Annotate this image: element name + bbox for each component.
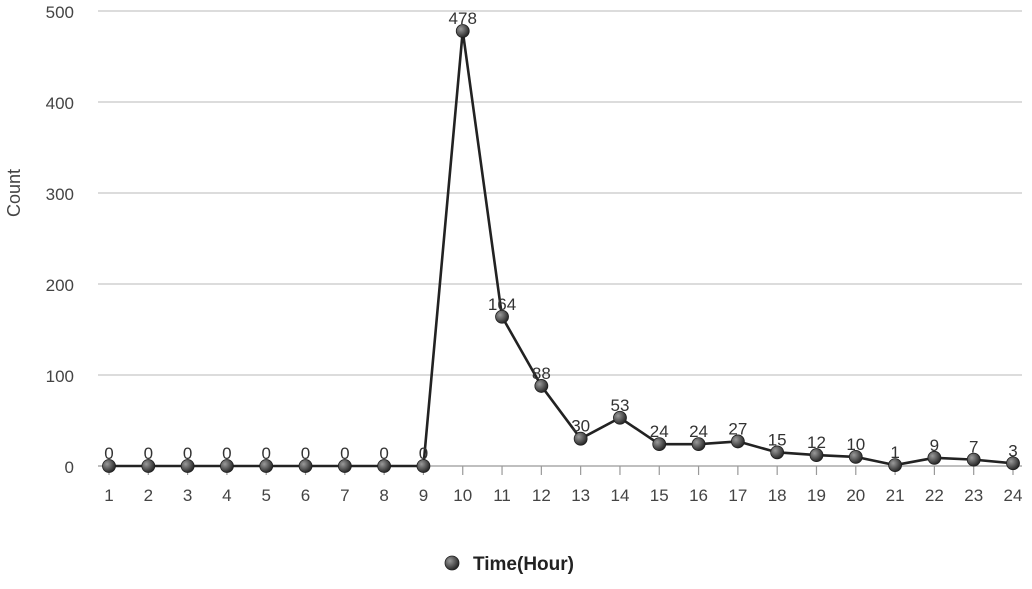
x-tick-label: 12 bbox=[532, 486, 551, 505]
data-label: 7 bbox=[969, 438, 978, 457]
x-tick-label: 19 bbox=[807, 486, 826, 505]
data-label: 1 bbox=[890, 443, 899, 462]
data-label: 10 bbox=[846, 435, 865, 454]
data-point[interactable] bbox=[652, 437, 667, 452]
data-label: 15 bbox=[768, 430, 787, 449]
data-point[interactable] bbox=[809, 448, 824, 462]
x-tick-label: 9 bbox=[419, 486, 428, 505]
x-tick-label: 16 bbox=[689, 486, 708, 505]
data-label: 0 bbox=[419, 444, 428, 463]
series-line-time-hour bbox=[109, 29, 1014, 468]
x-tick-label: 7 bbox=[340, 486, 349, 505]
grid-lines bbox=[98, 10, 1022, 376]
data-label: 0 bbox=[340, 444, 349, 463]
data-point[interactable] bbox=[455, 24, 470, 38]
x-tick-label: 14 bbox=[610, 486, 629, 505]
x-tick-label: 13 bbox=[571, 486, 590, 505]
data-point[interactable] bbox=[534, 379, 549, 393]
data-label: 27 bbox=[728, 419, 747, 438]
x-tick-label: 11 bbox=[493, 486, 511, 505]
x-tick-label: 5 bbox=[261, 486, 270, 505]
data-point[interactable] bbox=[102, 459, 116, 473]
x-tick-label: 17 bbox=[728, 486, 747, 505]
data-label: 0 bbox=[261, 444, 270, 463]
data-point[interactable] bbox=[298, 459, 313, 473]
x-tick-label: 20 bbox=[846, 486, 865, 505]
data-label: 88 bbox=[532, 364, 551, 383]
data-label: 24 bbox=[689, 422, 708, 441]
x-tick-label: 24 bbox=[1004, 486, 1023, 505]
y-tick-label: 200 bbox=[46, 276, 74, 295]
data-label: 0 bbox=[144, 444, 153, 463]
data-point[interactable] bbox=[888, 458, 902, 472]
data-point[interactable] bbox=[770, 445, 785, 460]
x-tick-label: 6 bbox=[301, 486, 310, 505]
x-tick-label: 18 bbox=[768, 486, 787, 505]
data-label: 30 bbox=[571, 417, 590, 436]
y-tick-label: 500 bbox=[46, 3, 74, 22]
data-point[interactable] bbox=[848, 449, 863, 464]
y-axis-title: Count bbox=[4, 169, 24, 217]
y-tick-label: 300 bbox=[46, 185, 74, 204]
data-point[interactable] bbox=[573, 431, 588, 446]
data-label: 9 bbox=[930, 436, 939, 455]
data-point[interactable] bbox=[730, 434, 745, 449]
series-line-layer bbox=[109, 29, 1014, 468]
legend-marker bbox=[444, 555, 460, 571]
data-point[interactable] bbox=[691, 437, 706, 452]
x-tick-label: 21 bbox=[886, 486, 905, 505]
legend[interactable]: Time(Hour) bbox=[444, 554, 574, 575]
data-point[interactable] bbox=[966, 452, 981, 467]
series-markers bbox=[102, 24, 1020, 473]
data-label: 53 bbox=[610, 396, 629, 415]
data-point[interactable] bbox=[259, 459, 274, 473]
legend-label-time-hour: Time(Hour) bbox=[473, 554, 574, 575]
x-tick-label: 3 bbox=[183, 486, 192, 505]
data-labels: 0 0 0 0 0 0 0 0 0 478 164 88 30 53 24 24 27 15 12 10 1 9 7 3 bbox=[104, 9, 1017, 463]
data-point[interactable] bbox=[416, 459, 431, 473]
data-point[interactable] bbox=[141, 459, 156, 473]
y-tick-label: 100 bbox=[46, 367, 74, 386]
data-label: 12 bbox=[807, 433, 826, 452]
data-label: 24 bbox=[650, 422, 669, 441]
y-tick-label: 0 bbox=[65, 458, 74, 477]
data-point[interactable] bbox=[613, 410, 627, 425]
x-tick-label: 23 bbox=[964, 486, 983, 505]
data-point[interactable] bbox=[220, 459, 234, 473]
x-tick-label: 4 bbox=[222, 486, 231, 505]
data-point[interactable] bbox=[377, 459, 392, 473]
data-label: 478 bbox=[449, 9, 477, 28]
data-label: 0 bbox=[183, 444, 192, 463]
data-label: 0 bbox=[104, 444, 113, 463]
data-label: 3 bbox=[1008, 441, 1017, 460]
x-tick-label: 15 bbox=[650, 486, 669, 505]
x-tick-label: 10 bbox=[453, 486, 472, 505]
x-tick-label: 1 bbox=[104, 486, 113, 505]
y-tick-label: 400 bbox=[46, 94, 74, 113]
data-point[interactable] bbox=[337, 459, 352, 473]
x-tick-label: 2 bbox=[144, 486, 153, 505]
data-point[interactable] bbox=[180, 459, 195, 473]
data-point[interactable] bbox=[1006, 456, 1020, 471]
data-point[interactable] bbox=[495, 309, 509, 324]
x-tick-label: 22 bbox=[925, 486, 944, 505]
data-point[interactable] bbox=[927, 450, 942, 465]
data-label: 164 bbox=[488, 295, 516, 314]
data-label: 0 bbox=[301, 444, 310, 463]
data-label: 0 bbox=[222, 444, 231, 463]
data-label: 0 bbox=[379, 444, 388, 463]
x-tick-label: 8 bbox=[379, 486, 388, 505]
